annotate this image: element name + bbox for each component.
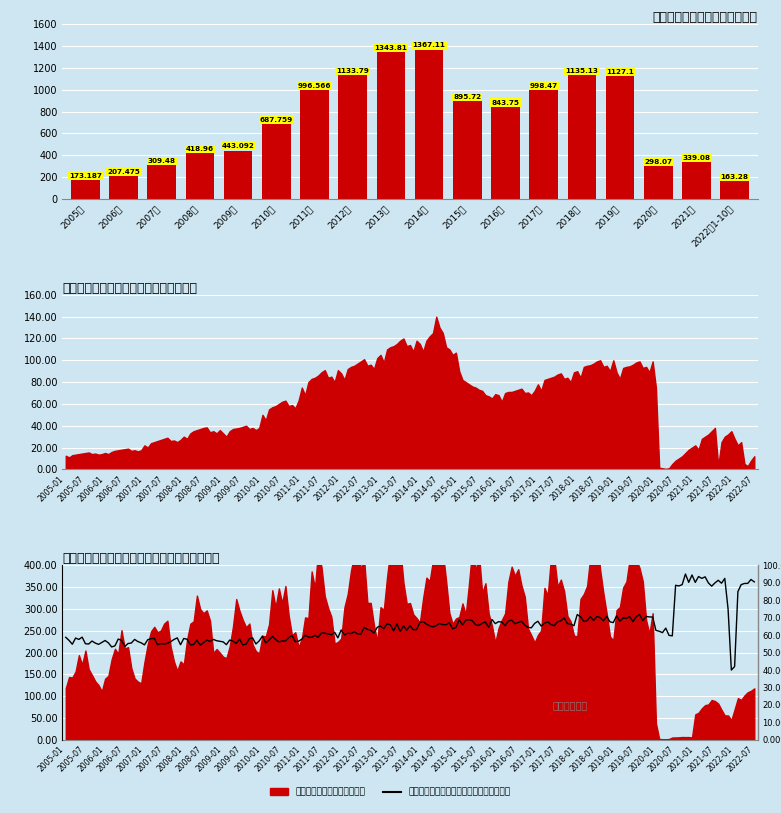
Bar: [644, 167, 672, 199]
Legend: 中国澳门旅客入境数（万人）, 中国澳门旅客入境人数：大陆占比（右轴）: 中国澳门旅客入境数（万人）, 中国澳门旅客入境人数：大陆占比（右轴）: [266, 784, 515, 800]
Bar: [338, 76, 367, 199]
Text: 339.08: 339.08: [683, 154, 711, 161]
Text: 443.092: 443.092: [222, 143, 255, 150]
Bar: [224, 150, 252, 199]
Bar: [606, 76, 634, 199]
Bar: [453, 101, 482, 199]
Bar: [300, 90, 329, 199]
Text: 895.72: 895.72: [453, 93, 481, 100]
Text: 1367.11: 1367.11: [412, 42, 445, 49]
Text: 207.475: 207.475: [107, 169, 140, 175]
Text: 173.187: 173.187: [69, 172, 102, 179]
Bar: [376, 52, 405, 199]
Bar: [262, 124, 291, 199]
Bar: [415, 50, 444, 199]
Bar: [530, 90, 558, 199]
Text: 澳门博彩税总收入（亿澳门元）: 澳门博彩税总收入（亿澳门元）: [653, 11, 758, 24]
Bar: [568, 75, 596, 199]
Text: 1343.81: 1343.81: [375, 45, 408, 51]
Bar: [71, 180, 100, 199]
Text: 309.48: 309.48: [148, 158, 176, 164]
Bar: [682, 162, 711, 199]
Text: 298.07: 298.07: [644, 159, 672, 165]
Bar: [491, 107, 520, 199]
Text: 843.75: 843.75: [491, 99, 519, 106]
Bar: [148, 165, 176, 199]
Text: 418.96: 418.96: [186, 146, 214, 152]
Text: 998.47: 998.47: [530, 83, 558, 89]
Text: 澳门博彩税总收入（亿澳门元，当月值）: 澳门博彩税总收入（亿澳门元，当月值）: [62, 282, 198, 295]
Bar: [186, 153, 214, 199]
Text: 佳博宏观论道: 佳博宏观论道: [552, 701, 587, 711]
Bar: [109, 176, 138, 199]
Text: 996.566: 996.566: [298, 83, 331, 89]
Text: 疫情后，澳门对大陆游客的依赖程度进一步上升: 疫情后，澳门对大陆游客的依赖程度进一步上升: [62, 552, 220, 565]
Text: 1133.79: 1133.79: [337, 68, 369, 74]
Text: 1127.1: 1127.1: [606, 68, 634, 75]
Text: 687.759: 687.759: [260, 116, 293, 123]
Text: 1135.13: 1135.13: [565, 67, 598, 74]
Bar: [720, 181, 749, 199]
Text: 163.28: 163.28: [721, 174, 749, 180]
